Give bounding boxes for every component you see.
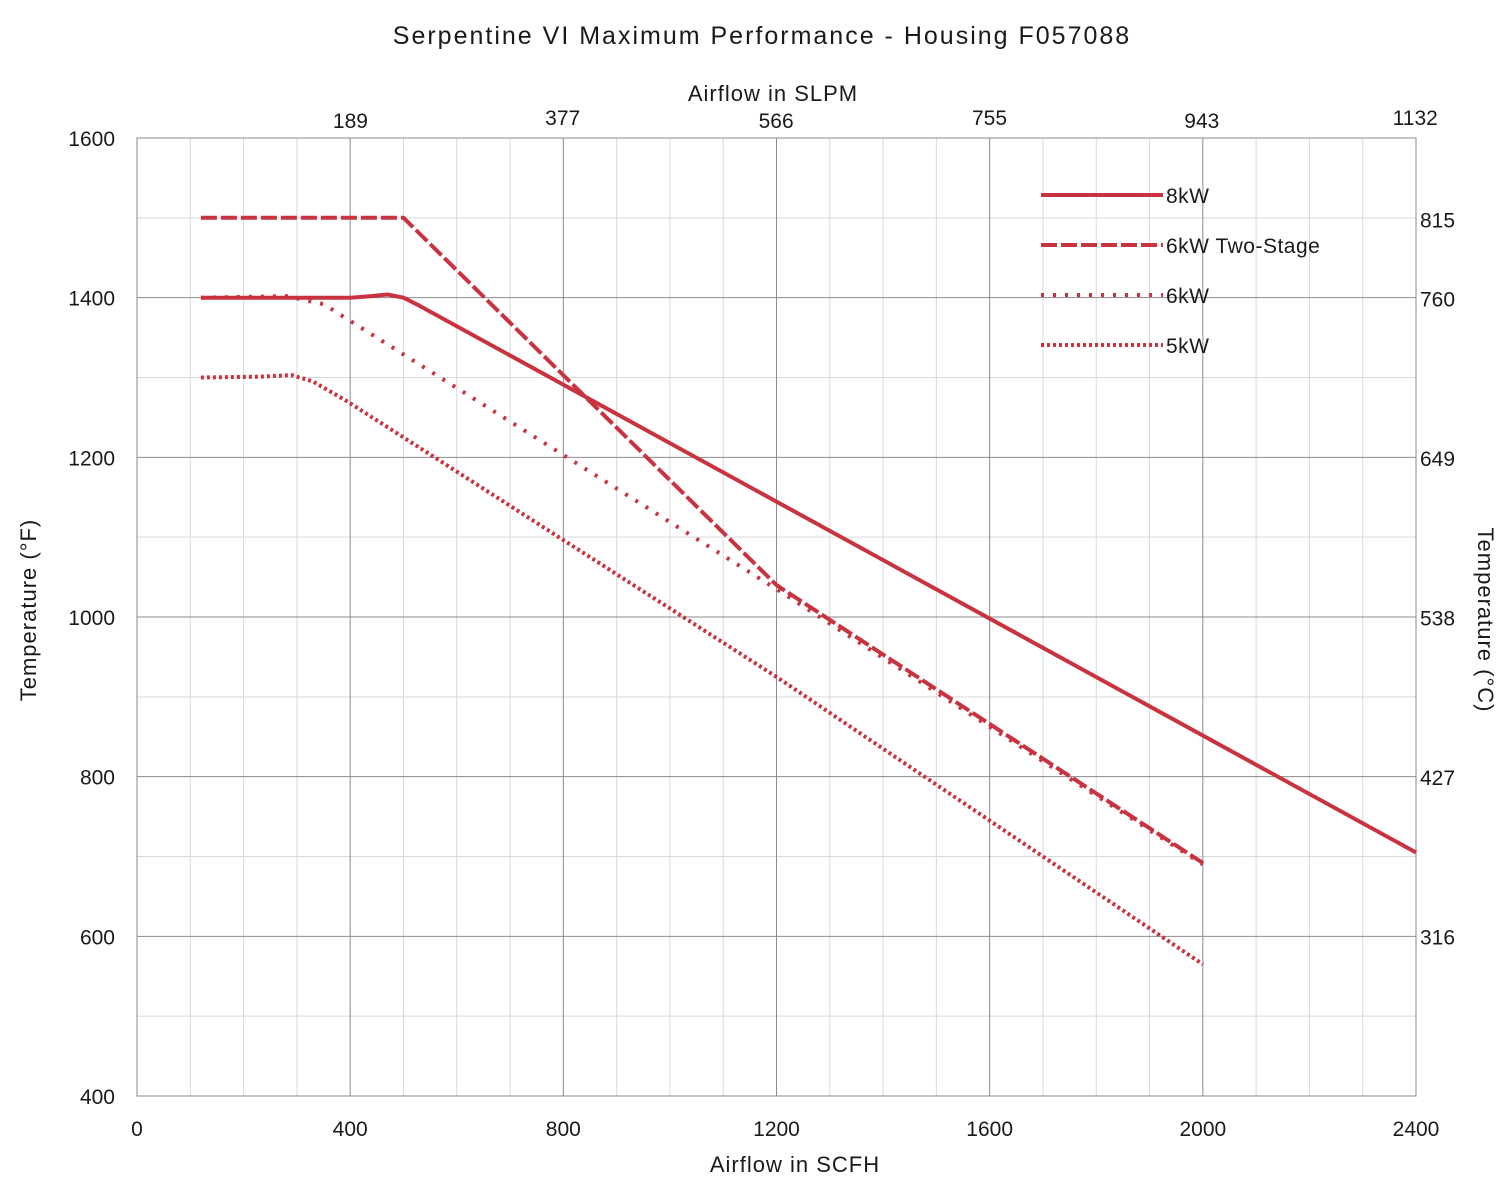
legend-label: 6kW Two-Stage: [1166, 235, 1320, 258]
legend-label: 5kW: [1166, 335, 1210, 358]
major-grid: [136, 137, 1417, 1097]
x-tick-label: 0: [131, 1118, 143, 1141]
right-tick-label: 427: [1420, 767, 1455, 790]
y-tick-label: 600: [80, 926, 115, 949]
x-tick-labels: 0 400 800 1200 1600 2000 2400: [131, 1118, 1439, 1141]
chart-title: Serpentine VI Maximum Performance - Hous…: [393, 22, 1131, 50]
right-tick-label: 815: [1420, 210, 1455, 233]
y-tick-label: 1600: [68, 128, 115, 151]
top-axis-label: Airflow in SLPM: [688, 81, 858, 106]
y-tick-label: 1000: [68, 607, 115, 630]
x-tick-label: 1600: [966, 1118, 1013, 1141]
right-tick-label: 316: [1420, 927, 1455, 950]
top-tick-label: 377: [545, 107, 580, 130]
legend-label: 8kW: [1166, 185, 1210, 208]
x-tick-label: 2400: [1393, 1118, 1440, 1141]
y-tick-label: 1400: [68, 288, 115, 311]
x-tick-label: 800: [546, 1118, 581, 1141]
x-tick-label: 1200: [753, 1118, 800, 1141]
top-tick-label: 943: [1184, 110, 1219, 133]
series-line-3: [200, 373, 1204, 966]
series-line-1: [200, 215, 1204, 865]
series-layer: [200, 215, 1417, 966]
x-axis-label: Airflow in SCFH: [710, 1152, 880, 1177]
series-line-0: [200, 292, 1417, 855]
right-tick-labels: 316 427 538 649 760 815: [1420, 210, 1455, 950]
x-tick-label: 2000: [1179, 1118, 1226, 1141]
top-tick-labels: 189 377 566 755 943 1132: [333, 107, 1438, 133]
series-line-2: [200, 294, 1204, 867]
top-tick-label: 566: [759, 110, 794, 133]
y-axis-label: Temperature (°F): [16, 519, 41, 702]
y-tick-labels: 400 600 800 1000 1200 1400 1600: [68, 128, 115, 1109]
legend: 8kW 6kW Two-Stage 6kW 5kW: [1041, 185, 1320, 358]
right-tick-label: 649: [1420, 448, 1455, 471]
x-tick-label: 400: [333, 1118, 368, 1141]
y-tick-label: 400: [80, 1086, 115, 1109]
legend-label: 6kW: [1166, 285, 1210, 308]
right-axis-label: Temperature (°C): [1473, 528, 1498, 713]
top-tick-label: 189: [333, 110, 368, 133]
top-tick-label: 755: [972, 107, 1007, 130]
top-tick-label: 1132: [1393, 107, 1438, 130]
y-tick-label: 800: [80, 767, 115, 790]
plot-frame: [136, 137, 1417, 1097]
y-tick-label: 1200: [68, 447, 115, 470]
right-tick-label: 760: [1420, 289, 1455, 312]
right-tick-label: 538: [1420, 608, 1455, 631]
